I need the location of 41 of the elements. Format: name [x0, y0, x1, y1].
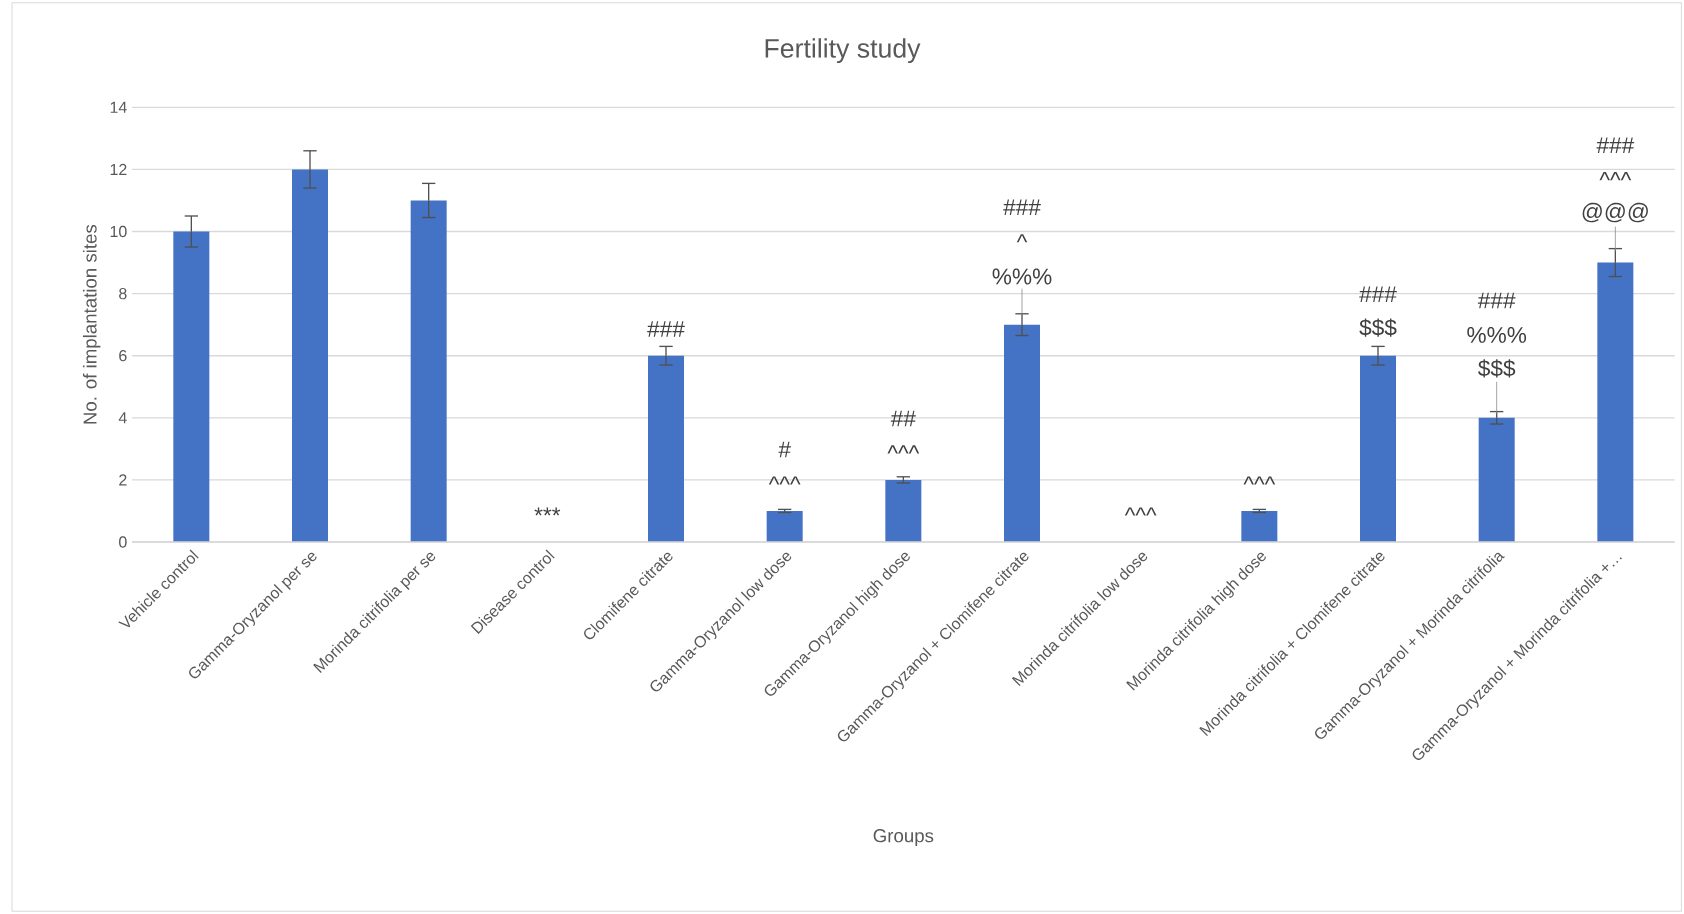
bar [1241, 510, 1278, 542]
annotation: ^ [1016, 234, 1028, 243]
annotation: %%% [1467, 327, 1527, 343]
annotation: ### [647, 321, 685, 337]
bar [410, 200, 447, 542]
annotation: *** [534, 507, 561, 516]
bar [885, 479, 922, 542]
y-tick-label: 10 [110, 225, 127, 238]
y-axis-title: No. of implantation sites [82, 224, 101, 424]
y-tick-label: 6 [119, 350, 127, 362]
annotation: $$$ [1478, 359, 1516, 378]
x-axis-title: Groups [873, 829, 934, 847]
y-tick-label: 4 [118, 412, 127, 424]
bar [292, 169, 328, 542]
annotation: ### [1477, 292, 1516, 309]
annotation: ### [1596, 137, 1635, 153]
bar [648, 355, 685, 542]
annotation: @@@ [1582, 202, 1648, 223]
bar [1597, 262, 1634, 542]
annotation: # [778, 441, 791, 458]
annotation: %%% [992, 268, 1052, 285]
y-tick-label: 2 [119, 474, 127, 486]
bar [173, 231, 210, 542]
annotation: ^^^ [768, 476, 801, 485]
y-tick-label: 14 [110, 101, 127, 113]
annotation: ^^^ [1124, 507, 1157, 516]
y-tick-label: 0 [119, 536, 127, 548]
annotation: ^^^ [1599, 172, 1632, 181]
chart-title: Fertility study [765, 38, 921, 64]
annotation: ## [890, 410, 916, 427]
bar [1478, 417, 1515, 542]
annotation: ^^^ [1243, 476, 1276, 485]
y-tick-label: 8 [119, 287, 127, 300]
annotation: ^^^ [887, 445, 920, 454]
annotation: $$$ [1359, 318, 1397, 337]
bar [766, 510, 803, 542]
annotation: ### [1003, 199, 1041, 216]
bar [1004, 324, 1041, 542]
annotation: ### [1359, 286, 1397, 303]
bar [1360, 355, 1397, 542]
y-tick-label: 12 [110, 163, 127, 176]
